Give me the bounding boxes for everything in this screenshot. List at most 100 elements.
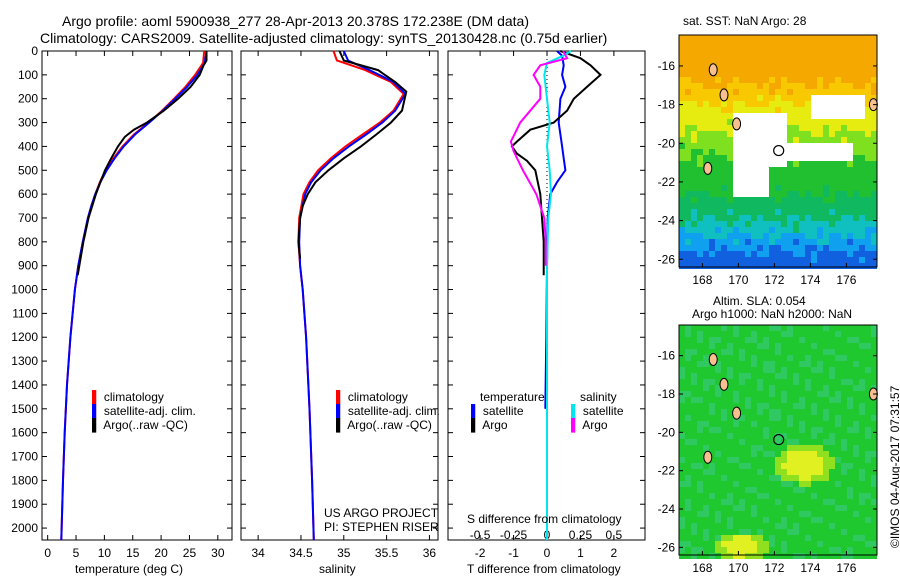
map-cell	[787, 191, 793, 197]
map-cell	[787, 143, 793, 149]
legend-t-satellite: satellite	[482, 404, 524, 418]
map-cell	[769, 427, 775, 433]
map-cell	[865, 107, 871, 113]
map-cell	[745, 89, 751, 95]
map-cell	[853, 227, 859, 233]
map-cell	[853, 197, 859, 203]
series-line-argo-raw-qc-	[297, 50, 408, 259]
map-cell	[745, 463, 751, 469]
map-cell	[745, 493, 751, 499]
map-cell	[697, 493, 703, 499]
map-cell	[793, 137, 799, 143]
map-cell	[679, 349, 685, 355]
map-cell	[805, 113, 811, 119]
map-cell	[781, 155, 787, 161]
lon-tick-label: 176	[836, 273, 856, 287]
map-cell	[787, 457, 793, 463]
map-cell	[775, 257, 781, 263]
map-cell	[697, 481, 703, 487]
map-cell	[703, 173, 709, 179]
map-cell	[763, 499, 769, 505]
map-cell	[853, 107, 859, 113]
map-cell	[853, 191, 859, 197]
map-cell	[751, 493, 757, 499]
map-cell	[721, 239, 727, 245]
map-cell	[865, 251, 871, 257]
map-cell	[751, 541, 757, 547]
map-cell	[697, 149, 703, 155]
map-cell	[775, 349, 781, 355]
map-cell	[745, 59, 751, 65]
map-cell	[703, 523, 709, 529]
map-cell	[805, 239, 811, 245]
map-cell	[859, 203, 865, 209]
map-cell	[697, 535, 703, 541]
map-cell	[691, 77, 697, 83]
map-cell	[757, 493, 763, 499]
map-cell	[781, 47, 787, 53]
map-cell	[763, 101, 769, 107]
map-cell	[733, 155, 739, 161]
map-cell	[793, 233, 799, 239]
map-cell	[745, 445, 751, 451]
map-cell	[787, 155, 793, 161]
map-cell	[751, 167, 757, 173]
map-cell	[679, 553, 685, 559]
map-cell	[721, 77, 727, 83]
map-cell	[697, 457, 703, 463]
map-cell	[709, 373, 715, 379]
map-cell	[763, 131, 769, 137]
map-cell	[841, 469, 847, 475]
map-cell	[805, 221, 811, 227]
map-cell	[835, 101, 841, 107]
map-cell	[799, 125, 805, 131]
map-cell	[829, 203, 835, 209]
map-cell	[739, 403, 745, 409]
map-cell	[859, 469, 865, 475]
map-cell	[787, 379, 793, 385]
map-cell	[775, 191, 781, 197]
map-cell	[781, 161, 787, 167]
map-cell	[745, 53, 751, 59]
map-cell	[775, 167, 781, 173]
map-cell	[745, 373, 751, 379]
map-cell	[757, 463, 763, 469]
map-cell	[799, 239, 805, 245]
map-cell	[769, 233, 775, 239]
map-cell	[769, 397, 775, 403]
map-cell	[763, 541, 769, 547]
map-cell	[799, 233, 805, 239]
map-cell	[835, 107, 841, 113]
map-cell	[805, 397, 811, 403]
map-cell	[697, 451, 703, 457]
map-cell	[751, 469, 757, 475]
map-cell	[757, 89, 763, 95]
map-cell	[733, 227, 739, 233]
map-cell	[691, 209, 697, 215]
map-cell	[805, 257, 811, 263]
map-cell	[697, 143, 703, 149]
map-cell	[769, 439, 775, 445]
map-cell	[697, 131, 703, 137]
map-cell	[697, 499, 703, 505]
map-cell	[745, 355, 751, 361]
map-cell	[733, 149, 739, 155]
map-cell	[775, 529, 781, 535]
map-cell	[781, 445, 787, 451]
map-cell	[853, 35, 859, 41]
map-cell	[847, 155, 853, 161]
map-cell	[739, 113, 745, 119]
map-cell	[865, 125, 871, 131]
map-cell	[847, 367, 853, 373]
map-cell	[811, 233, 817, 239]
map-cell	[745, 119, 751, 125]
map-cell	[691, 481, 697, 487]
map-cell	[745, 41, 751, 47]
map-cell	[763, 143, 769, 149]
map-cell	[793, 403, 799, 409]
map-cell	[805, 379, 811, 385]
map-cell	[811, 535, 817, 541]
map-cell	[769, 445, 775, 451]
map-cell	[751, 505, 757, 511]
map-cell	[811, 71, 817, 77]
